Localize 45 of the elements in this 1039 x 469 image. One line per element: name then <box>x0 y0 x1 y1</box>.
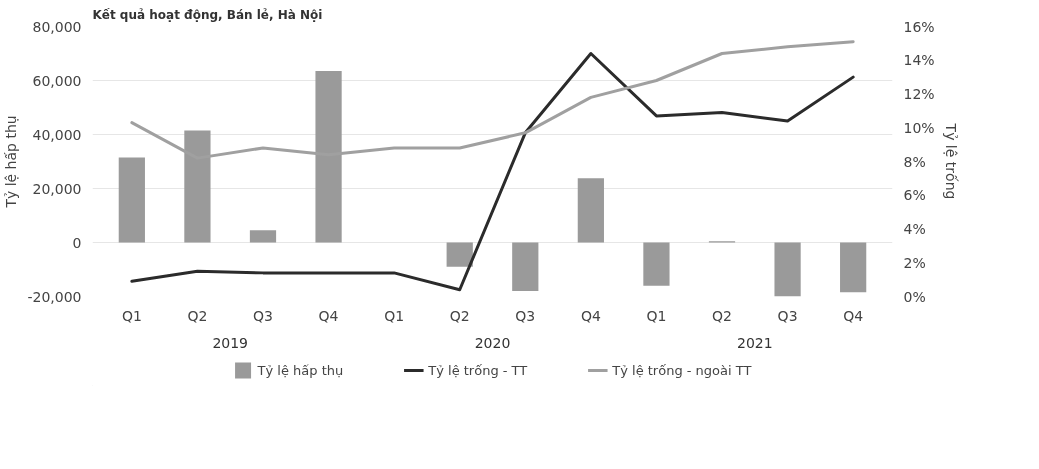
y2-tick-label: 4% <box>903 221 926 237</box>
x-tick-label: Q3 <box>777 307 798 324</box>
bar <box>643 242 670 286</box>
bar <box>249 230 277 243</box>
y-tick-label: 0 <box>72 234 82 251</box>
x-tick-label: Q3 <box>253 307 273 324</box>
y2-tick-label: 12% <box>903 86 935 102</box>
legend-label: Tỷ lệ trống - TT <box>428 362 528 378</box>
y-tick-label: 60,000 <box>32 72 82 89</box>
y2-axis-title: Tỷ lệ trống <box>942 122 959 200</box>
y-tick-label: 40,000 <box>32 126 82 143</box>
x-tick-label: Q2 <box>712 307 732 324</box>
bar <box>840 242 867 293</box>
x-tick-label: Q4 <box>318 307 339 324</box>
y-tick-label: 80,000 <box>32 18 82 35</box>
y2-tick-label: 10% <box>903 119 935 136</box>
x-tick-label: Q2 <box>449 307 470 324</box>
y2-tick-label: 14% <box>903 52 935 69</box>
x-tick-label: Q4 <box>843 307 864 324</box>
bar <box>512 242 539 292</box>
y-tick-label: -20,000 <box>27 288 82 305</box>
x-tick-label: Q1 <box>121 307 142 324</box>
bar <box>774 242 801 297</box>
line-series <box>130 52 855 292</box>
x-tick-label: Q1 <box>384 307 405 324</box>
y2-tick-label: 2% <box>903 254 926 271</box>
chart-title: Kết quả hoạt động, Bán lẻ, Hà Nội <box>92 7 323 22</box>
x-tick-label: Q4 <box>580 307 601 324</box>
text: 2021 <box>736 334 773 351</box>
text: 2020 <box>474 334 511 351</box>
y2-tick-label: 8% <box>903 153 926 170</box>
legend-label: Tỷ lệ hấp thụ <box>257 362 344 378</box>
y2-tick-label: 0% <box>903 288 926 305</box>
bar <box>577 178 604 243</box>
legend-label: Tỷ lệ trống - ngoài TT <box>612 362 752 378</box>
y-axis-title: Tỷ lệ hấp thụ <box>3 115 20 209</box>
bar <box>118 157 145 243</box>
y2-tick-label: 6% <box>903 187 926 204</box>
x-tick-label: Q1 <box>646 307 667 324</box>
bar <box>446 242 473 267</box>
text: 2019 <box>212 334 249 351</box>
y2-tick-label: 16% <box>903 18 935 35</box>
x-tick-label: Q3 <box>515 307 536 324</box>
x-tick-label: Q2 <box>187 307 208 324</box>
y-tick-label: 20,000 <box>32 180 82 197</box>
